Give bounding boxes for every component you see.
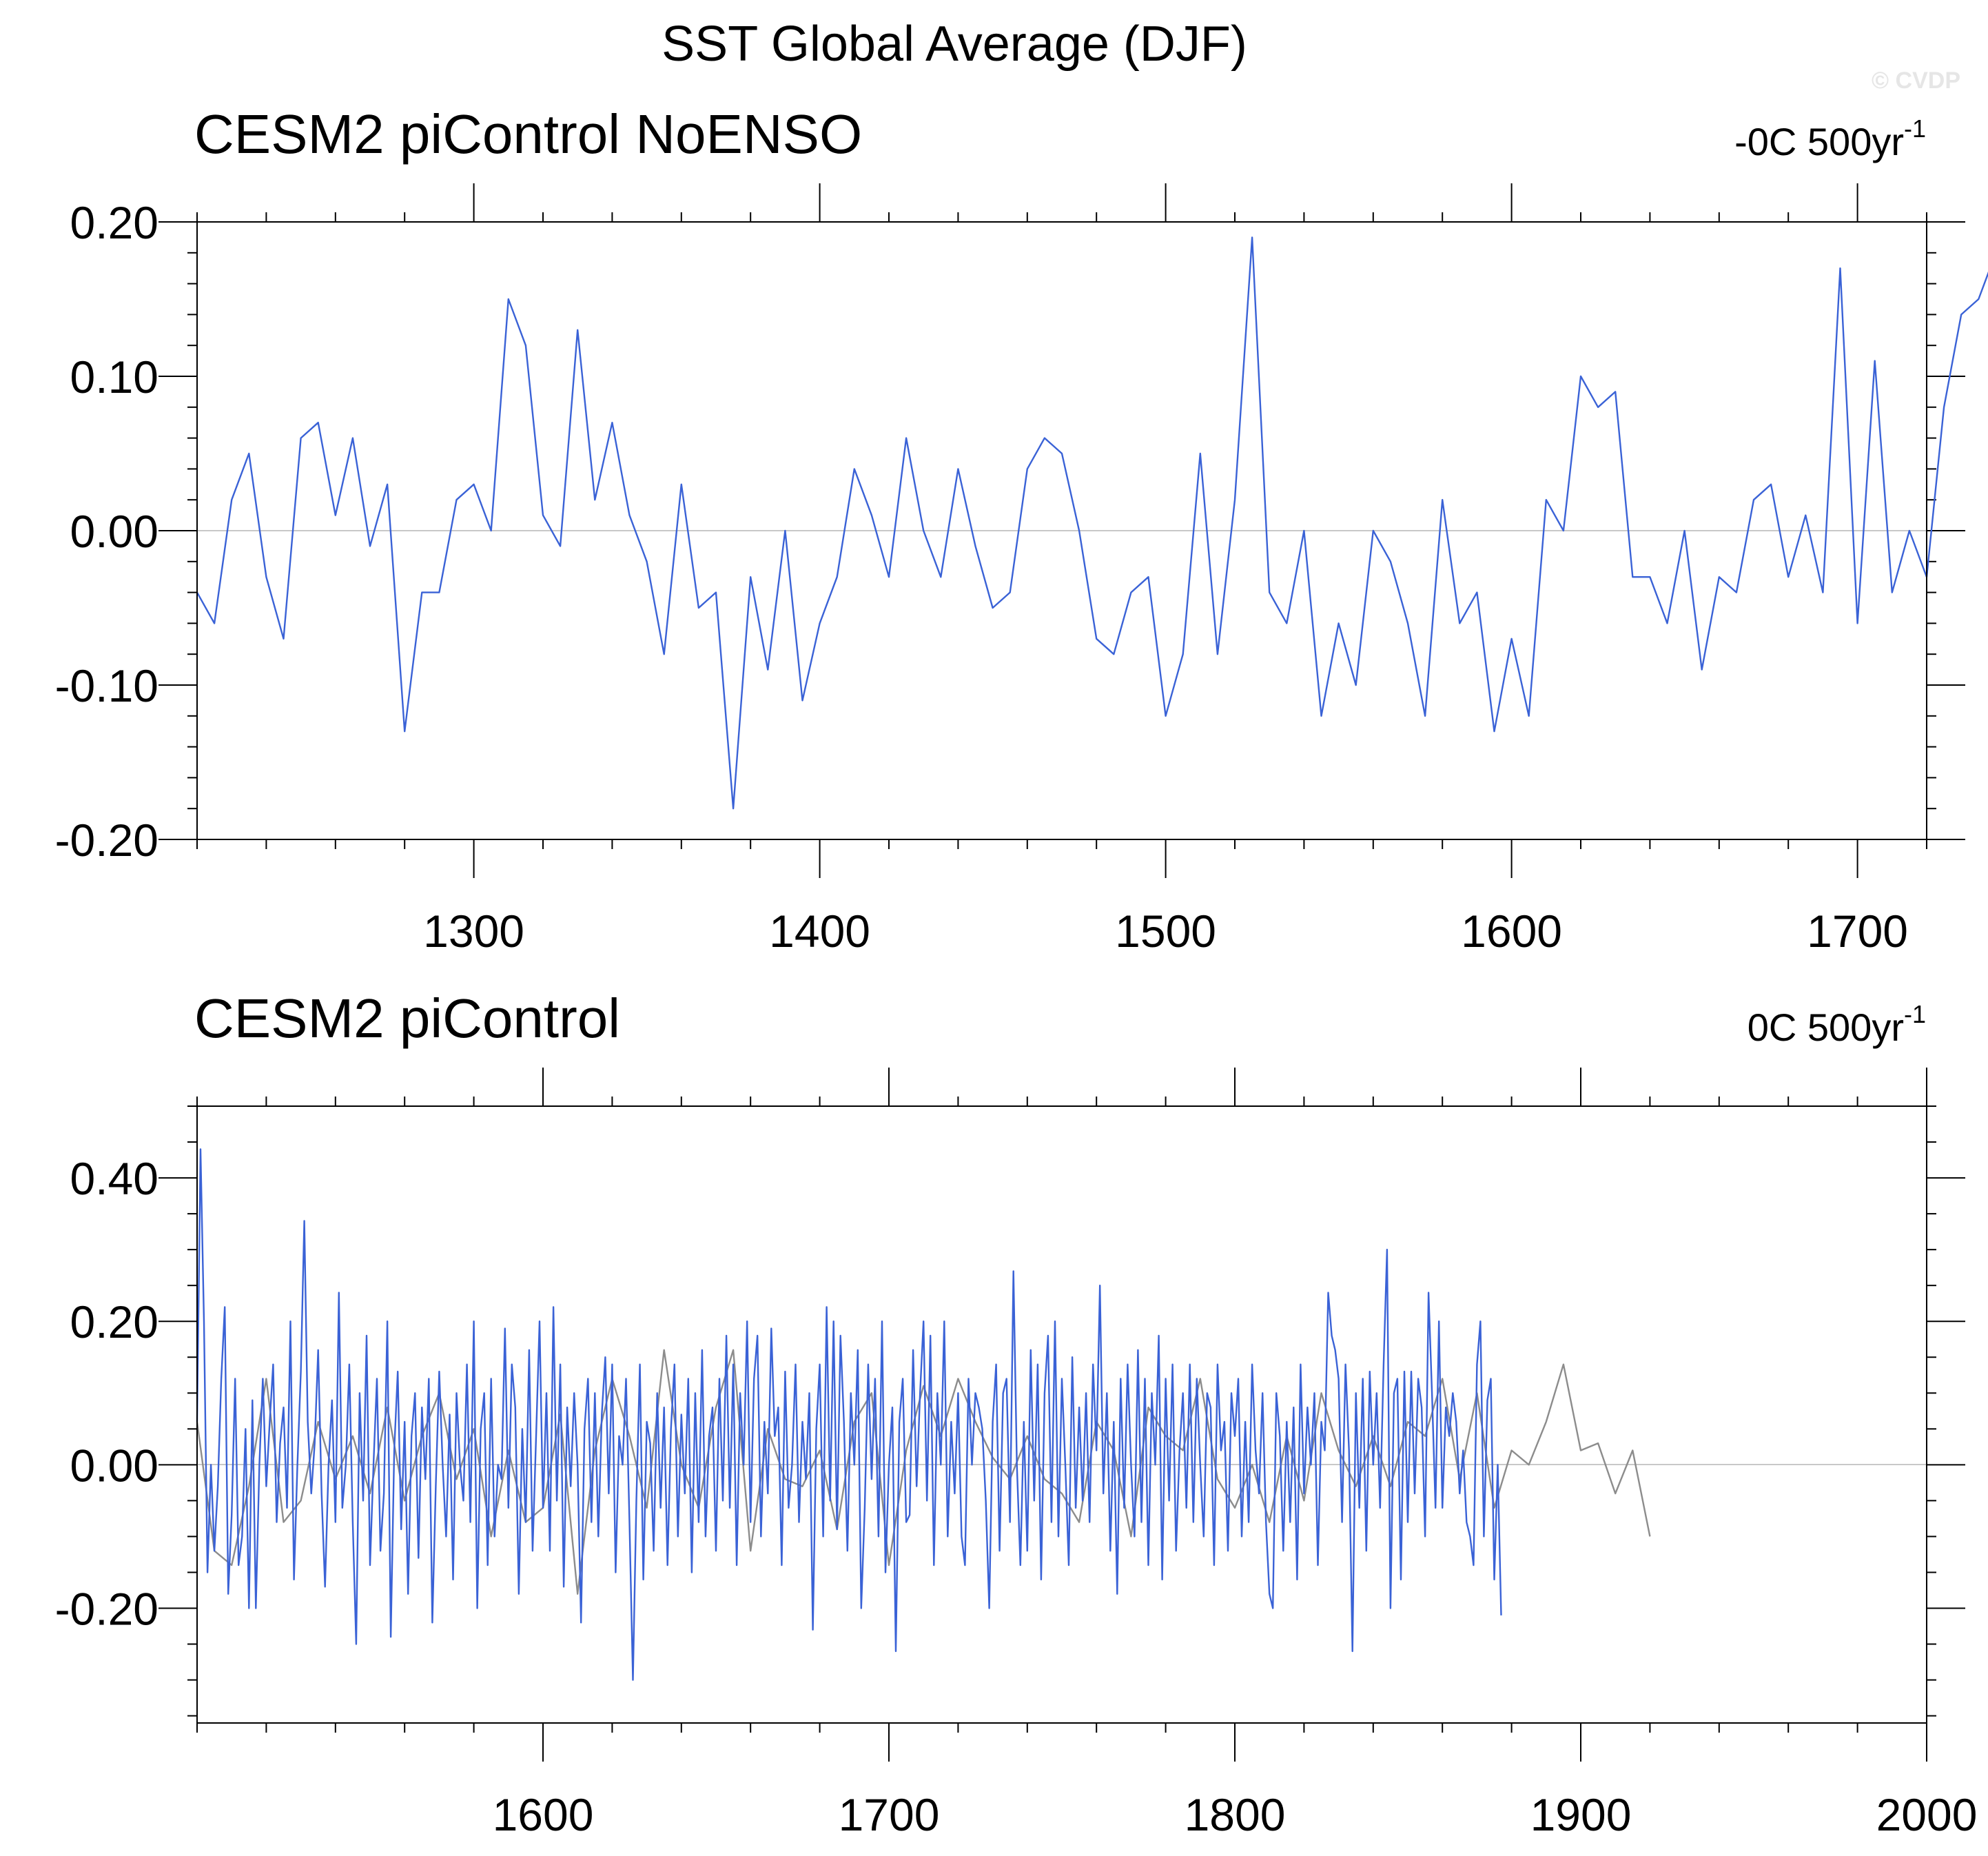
panel-bottom: CESM2 piControl 0C 500yr-1 -0.20 0.00 0.20… [55, 988, 1978, 1840]
panel-top-x-tick-marks [473, 183, 1858, 878]
panel-top-y-tick-labels: -0.20 -0.10 0.00 0.10 0.20 [55, 197, 158, 866]
panel-bottom-x-tick-marks [542, 1068, 1927, 1762]
series-line-noenso [196, 236, 1988, 810]
panel-bottom-title: CESM2 piControl [194, 988, 620, 1049]
panel-top-minor-ticks [187, 212, 1936, 849]
x-tick-label: 1600 [493, 1789, 594, 1840]
panel-top-trend-sup: -1 [1904, 114, 1926, 143]
panel-bottom-x-tick-labels: 1600 1700 1800 1900 2000 [493, 1789, 1978, 1840]
y-tick-label: -0.20 [55, 815, 158, 866]
x-tick-label: 1500 [1115, 906, 1216, 957]
panel-top-y-tick-marks [158, 221, 1965, 840]
panel-top-frame [196, 221, 1927, 840]
y-tick-label: 0.00 [70, 506, 158, 557]
panel-bottom-minor-ticks [187, 1097, 1936, 1733]
y-tick-label: 0.20 [70, 197, 158, 248]
x-tick-label: 1400 [769, 906, 870, 957]
panel-top-x-tick-labels: 1300 1400 1500 1600 1700 [423, 906, 1908, 957]
y-tick-label: 0.00 [70, 1440, 158, 1491]
panel-top-title: CESM2 piControl NoENSO [194, 103, 862, 165]
panel-bottom-frame [196, 1105, 1927, 1724]
panel-top-trend: -0C 500yr-1 [1734, 114, 1926, 163]
copyright-watermark: © CVDP [1872, 68, 1960, 94]
x-tick-label: 1700 [1807, 906, 1908, 957]
x-tick-label: 1300 [423, 906, 524, 957]
y-tick-label: 0.10 [70, 351, 158, 402]
panel-bottom-series-group [196, 1148, 1651, 1681]
panel-top: CESM2 piControl NoENSO -0C 500yr-1 -0.20… [55, 103, 1988, 957]
panel-bottom-trend-text: 0C 500yr [1748, 1006, 1904, 1049]
y-tick-label: 0.20 [70, 1296, 158, 1347]
panel-bottom-trend-sup: -1 [1904, 1000, 1926, 1028]
figure-title: SST Global Average (DJF) [662, 17, 1247, 72]
y-tick-label: 0.40 [70, 1153, 158, 1204]
x-tick-label: 1700 [839, 1789, 940, 1840]
panel-bottom-y-tick-labels: -0.20 0.00 0.20 0.40 [55, 1153, 158, 1634]
x-tick-label: 2000 [1876, 1789, 1978, 1840]
y-tick-label: -0.10 [55, 660, 158, 711]
panel-bottom-y-tick-marks [158, 1177, 1965, 1609]
x-tick-label: 1900 [1530, 1789, 1632, 1840]
x-tick-label: 1600 [1461, 906, 1562, 957]
panel-bottom-trend: 0C 500yr-1 [1748, 1000, 1926, 1049]
panel-top-trend-text: -0C 500yr [1734, 120, 1904, 163]
x-tick-label: 1800 [1185, 1789, 1286, 1840]
panel-top-series-group [196, 236, 1988, 810]
series-line-picontrol [196, 1148, 1502, 1681]
y-tick-label: -0.20 [55, 1583, 158, 1634]
